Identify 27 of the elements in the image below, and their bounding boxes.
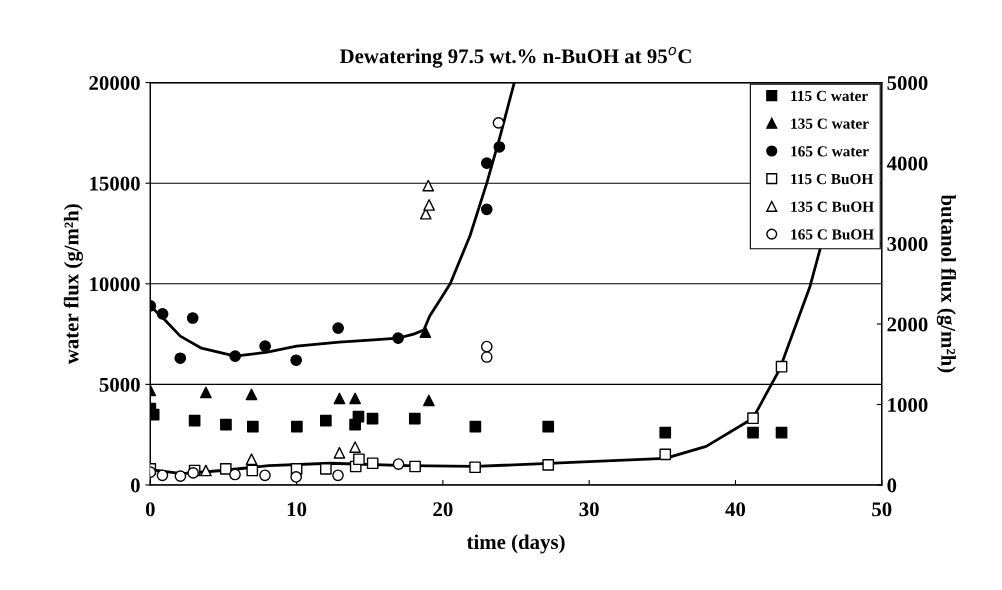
x-tick-label: 10 — [287, 502, 307, 517]
y-tick-label: 20000 — [89, 75, 140, 91]
x-tick-label: 0 — [145, 502, 155, 517]
y-axis-title: water flux (g/m²h) — [63, 204, 83, 365]
legend-label: 115 C BuOH — [791, 173, 874, 185]
y-tick-label: 10000 — [90, 277, 140, 292]
y2-tick-label: 1000 — [888, 397, 928, 412]
x-tick-label: 20 — [433, 502, 453, 517]
y2-tick-label: 3000 — [887, 236, 928, 251]
y2-tick-label: 5000 — [887, 75, 928, 91]
legend-label: 135 C BuOH — [791, 201, 874, 212]
y-tick-label: 5000 — [99, 377, 140, 392]
legend-label: 165 C water — [791, 146, 869, 157]
legend-label: 115 C water — [791, 90, 868, 102]
legend-label: 135 C water — [791, 118, 869, 129]
chart-title: Dewatering 97.5 wt.% n-BuOH at 95$^{o}$C — [339, 46, 691, 68]
y-tick-label: 0 — [130, 478, 140, 493]
y2-tick-label: 2000 — [887, 317, 928, 332]
y-tick-label: 15000 — [90, 176, 140, 191]
y2-tick-label: 0 — [887, 478, 897, 493]
y2-axis-title: butanol flux (g/m²h) — [936, 194, 957, 373]
y2-tick-label: 4000 — [886, 156, 928, 171]
x-tick-label: 40 — [725, 502, 746, 517]
x-axis-title: time (days) — [466, 534, 565, 554]
x-tick-label: 30 — [579, 502, 599, 517]
legend-label: 165 C BuOH — [791, 229, 874, 240]
x-tick-label: 50 — [872, 502, 892, 517]
